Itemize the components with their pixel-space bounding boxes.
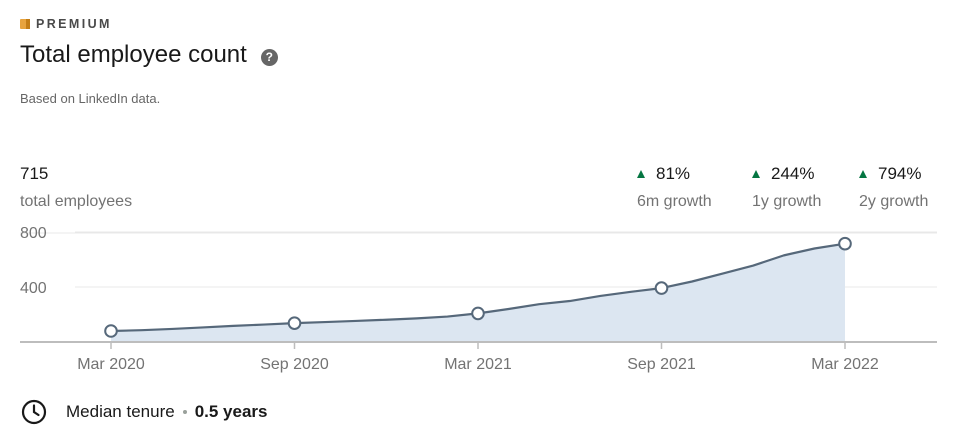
- growth-6m-label: 6m growth: [637, 193, 712, 210]
- total-employees-stat: 715 total employees: [20, 164, 132, 211]
- up-arrow-icon: [752, 170, 760, 178]
- question-circle-icon[interactable]: ?: [260, 48, 278, 66]
- data-point-sep-2020: [287, 316, 302, 330]
- clock-icon: [21, 399, 47, 425]
- data-point-mar-2021: [471, 306, 485, 321]
- growth-2y-value: 794%: [878, 164, 922, 183]
- total-employees-value: 715: [20, 164, 49, 183]
- data-point-mar-2022: [838, 236, 852, 251]
- up-arrow-icon: [637, 170, 645, 178]
- separator-dot: [182, 410, 187, 414]
- up-arrow-icon: [859, 170, 867, 178]
- median-tenure-label: Median tenure: [66, 402, 175, 421]
- premium-icon: [20, 19, 30, 29]
- median-tenure-value: 0.5 years: [194, 402, 268, 421]
- title-row: Total employee count ?: [20, 41, 278, 69]
- median-tenure: Median tenure 0.5 years: [20, 398, 267, 426]
- x-tick-label-mar-2020: Mar 2020: [77, 356, 145, 373]
- data-point-mar-2020: [104, 324, 118, 338]
- growth-6m-value: 81%: [656, 164, 691, 183]
- y-tick-label-800: 800: [20, 225, 47, 242]
- growth-1y-label: 1y growth: [752, 193, 822, 210]
- x-tick-label-sep-2021: Sep 2021: [627, 356, 696, 373]
- data-point-sep-2021: [654, 281, 669, 295]
- growth-6m: 81% 6m growth: [637, 164, 712, 211]
- growth-1y-value: 244%: [771, 164, 815, 183]
- data-source-note: Based on LinkedIn data.: [20, 91, 161, 106]
- premium-label: PREMIUM: [36, 17, 112, 31]
- x-tick-label-sep-2020: Sep 2020: [260, 356, 329, 373]
- total-employees-label: total employees: [20, 193, 133, 210]
- x-tick-label-mar-2021: Mar 2021: [444, 356, 512, 373]
- growth-1y: 244% 1y growth: [752, 164, 821, 211]
- x-tick-label-mar-2022: Mar 2022: [811, 356, 879, 373]
- premium-badge: PREMIUM: [20, 17, 112, 31]
- growth-2y-label: 2y growth: [859, 193, 929, 210]
- page-title: Total employee count: [20, 41, 247, 68]
- employee-count-chart: 400 800 Mar 2020 Sep 2020 Mar 2021 Sep 2021 Ma…: [20, 225, 937, 373]
- y-tick-label-400: 400: [20, 280, 47, 297]
- area-fill: [111, 243, 845, 342]
- growth-2y: 794% 2y growth: [859, 164, 928, 211]
